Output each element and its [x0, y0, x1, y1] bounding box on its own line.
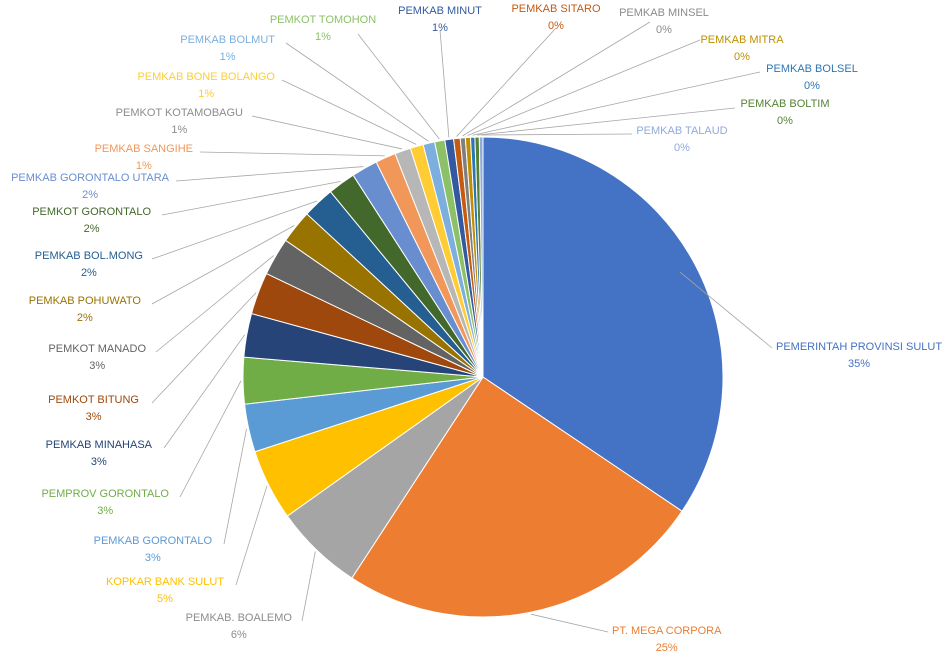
slice-percent-pemkab-bolsel: 0% [804, 80, 820, 92]
slice-percent-pemkab-boltim: 0% [777, 115, 793, 127]
leader-line-pemkab-gorontalo [223, 428, 247, 545]
slice-label-pt-mega-corpora: PT. MEGA CORPORA [612, 625, 722, 637]
slice-percent-pt-mega-corpora: 25% [656, 642, 678, 654]
slice-label-pemkab-bolsel: PEMKAB BOLSEL [766, 63, 858, 75]
leader-line-pemkab-minahasa [163, 334, 246, 449]
slice-label-pemkab-minahasa: PEMKAB MINAHASA [46, 439, 153, 451]
slice-label-pemkab-minut: PEMKAB MINUT [398, 5, 482, 17]
slice-label-pemkot-tomohon: PEMKOT TOMOHON [270, 14, 376, 26]
pie-slice-pemerintah-provinsi-sulut [482, 136, 724, 512]
leader-line-pemprov-gorontalo [179, 380, 242, 498]
slice-percent-pemkot-gorontalo: 2% [84, 223, 100, 235]
slice-percent-pemkab-minahasa: 3% [91, 456, 107, 468]
leader-line-pemkot-gorontalo [161, 181, 341, 216]
slice-percent-pemkab-mitra: 0% [734, 51, 750, 63]
pie-slice-pt-mega-corpora [351, 376, 683, 618]
slice-label-pemkab-gorontalo-utara: PEMKAB GORONTALO UTARA [11, 172, 170, 184]
slice-label-pemkab-mitra: PEMKAB MITRA [700, 34, 784, 46]
slice-label-pemkab-boltim: PEMKAB BOLTIM [740, 98, 829, 110]
leader-line-pt-mega-corpora [530, 613, 609, 633]
slice-percent-pemkab-gorontalo: 3% [145, 552, 161, 564]
slice-label-pemkab-boalemo: PEMKAB. BOALEMO [186, 612, 293, 624]
slice-percent-pemkot-kotamobagu: 1% [171, 124, 187, 136]
leader-line-pemkot-manado [155, 255, 274, 353]
slice-label-pemkot-kotamobagu: PEMKOT KOTAMOBAGU [116, 107, 243, 119]
slice-label-pemkab-bolmut: PEMKAB BOLMUT [180, 34, 275, 46]
slice-percent-pemkot-tomohon: 1% [315, 31, 331, 43]
slice-percent-pemkab-minut: 1% [432, 22, 448, 34]
leader-lines [151, 21, 773, 633]
slice-percent-pemkab-pohuwato: 2% [77, 312, 93, 324]
leader-line-pemkab-minsel [462, 21, 651, 137]
leader-line-pemkab-bolsel [472, 71, 761, 136]
slice-label-pemerintah-provinsi-sulut: PEMERINTAH PROVINSI SULUT [776, 341, 942, 353]
leader-line-pemerintah-provinsi-sulut [679, 271, 773, 349]
slice-percent-pemkot-manado: 3% [89, 360, 105, 372]
slice-percent-kopkar-bank-sulut: 5% [157, 593, 173, 605]
leader-line-pemkab-talaud [481, 133, 633, 136]
slice-label-pemkot-gorontalo: PEMKOT GORONTALO [32, 206, 151, 218]
slice-label-pemkot-manado: PEMKOT MANADO [48, 343, 146, 355]
slice-label-pemkab-sangihe: PEMKAB SANGIHE [95, 143, 193, 155]
slice-percent-pemkab-bone-bolango: 1% [198, 88, 214, 100]
leader-line-pemkab-bol-mong [151, 200, 318, 260]
slice-label-pemkab-talaud: PEMKAB TALAUD [636, 125, 727, 137]
slice-percent-pemkab-sitaro: 0% [548, 20, 564, 32]
slice-label-kopkar-bank-sulut: KOPKAR BANK SULUT [106, 576, 224, 588]
slice-percent-pemkot-bitung: 3% [86, 411, 102, 423]
slice-label-pemkab-minsel: PEMKAB MINSEL [619, 7, 709, 19]
slice-percent-pemkab-sangihe: 1% [136, 160, 152, 172]
slice-percent-pemkab-bolmut: 1% [220, 51, 236, 63]
leader-line-pemkab-gorontalo-utara [175, 166, 364, 182]
slice-percent-pemkab-gorontalo-utara: 2% [82, 189, 98, 201]
slice-percent-pemkab-boalemo: 6% [231, 629, 247, 641]
leader-line-pemkab-boltim [477, 107, 736, 136]
slice-label-pemprov-gorontalo: PEMPROV GORONTALO [41, 488, 169, 500]
slice-label-pemkab-pohuwato: PEMKAB POHUWATO [29, 295, 142, 307]
pie-slices [242, 136, 724, 618]
slice-label-pemkab-gorontalo: PEMKAB GORONTALO [94, 535, 213, 547]
slice-label-pemkot-bitung: PEMKOT BITUNG [48, 394, 139, 406]
leader-line-pemkab-sitaro [456, 27, 557, 137]
slice-label-pemkab-bone-bolango: PEMKAB BONE BOLANGO [137, 71, 275, 83]
leader-line-pemkab-sangihe [199, 151, 385, 157]
pie-slice-pemkab-talaud [478, 136, 484, 378]
leader-line-pemkab-minut [439, 29, 450, 138]
slice-percent-pemkab-talaud: 0% [674, 142, 690, 154]
leader-line-pemkot-tomohon [357, 33, 440, 140]
leader-line-pemkab-pohuwato [151, 225, 295, 305]
leader-line-kopkar-bank-sulut [235, 485, 268, 586]
slice-percent-pemprov-gorontalo: 3% [97, 505, 113, 517]
slice-percent-pemerintah-provinsi-sulut: 35% [848, 358, 870, 370]
data-labels: PEMERINTAH PROVINSI SULUT 35% PT. MEGA COR… [11, 3, 942, 654]
leader-line-pemkab-bone-bolango [281, 79, 417, 145]
slice-percent-pemkab-minsel: 0% [656, 24, 672, 36]
leader-line-pemkab-boalemo [301, 551, 316, 622]
slice-label-pemkab-bol-mong: PEMKAB BOL.MONG [35, 250, 143, 262]
leader-line-pemkab-bolmut [285, 42, 429, 142]
leader-line-pemkot-bitung [151, 292, 257, 404]
leader-line-pemkab-mitra [467, 39, 701, 136]
slice-percent-pemkab-bol-mong: 2% [81, 267, 97, 279]
slice-label-pemkab-sitaro: PEMKAB SITARO [511, 3, 600, 15]
leader-line-pemkot-kotamobagu [251, 115, 403, 150]
